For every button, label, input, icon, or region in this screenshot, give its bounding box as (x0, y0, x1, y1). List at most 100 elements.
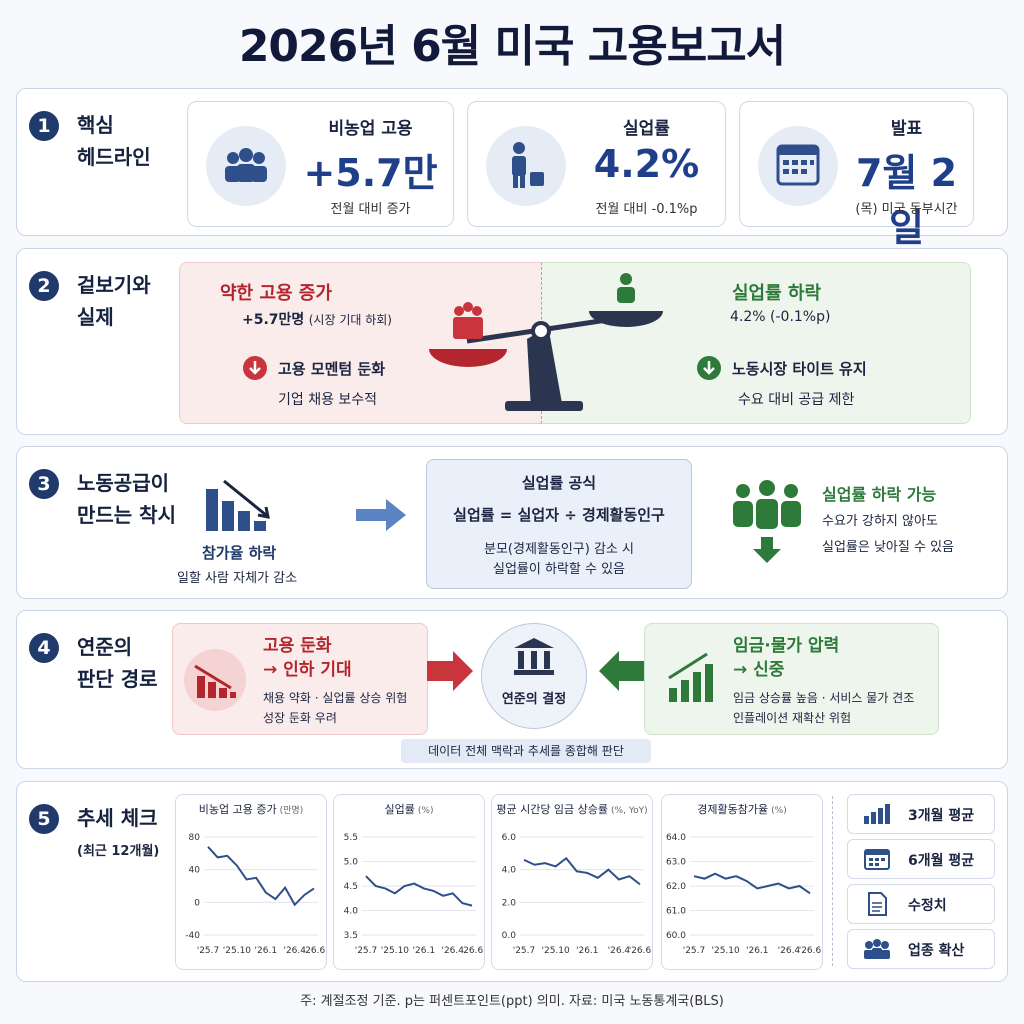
legend-label: 3개월 평균 (908, 808, 975, 824)
section-number: 5 (29, 804, 59, 834)
x-tick-label: '26.1 (746, 946, 769, 956)
section-label: 추세 체크 (77, 806, 158, 830)
x-tick-label: '26.1 (255, 946, 278, 956)
left-title: 참가율 하락 (202, 544, 277, 562)
panel-subnote: (시장 기대 하회) (308, 313, 392, 327)
headline-card: 실업률 4.2% 전월 대비 -0.1%p (467, 101, 726, 227)
section-number: 2 (29, 271, 59, 301)
legend-item[interactable]: 6개월 평균 (847, 839, 995, 879)
title-text: 경제활동참가율 (697, 802, 768, 816)
y-tick-label: 80 (189, 833, 201, 843)
card-value: 7월 2일 (855, 151, 958, 250)
box-note: 채용 약화 · 실업률 상승 위험 (263, 691, 408, 705)
section-trend: 5 추세 체크 (최근 12개월) 비농업 고용 증가 (만명) 80 40 0 -40 '… (16, 781, 1008, 982)
x-tick-label: '25.7 (683, 946, 706, 956)
headline-card: 비농업 고용 +5.7만 전월 대비 증가 (187, 101, 454, 227)
footnote: 주: 계절조정 기준. p는 퍼센트포인트(ppt) 의미. 자료: 미국 노동… (300, 994, 724, 1009)
section-number: 4 (29, 633, 59, 663)
title-text: 비농업 고용 증가 (199, 803, 277, 816)
line-series (207, 846, 315, 907)
y-tick-label: 40 (189, 866, 201, 876)
bank-icon (514, 638, 554, 675)
line-chart: 경제활동참가율 (%) 64.0 63.0 62.0 61.0 60.0 '25.7 '25.1… (666, 802, 822, 956)
right-title: 실업률 하락 가능 (822, 485, 937, 504)
label-line: 실제 (77, 305, 114, 329)
y-tick-label: 2.0 (502, 898, 517, 908)
x-tick-label: '26.1 (413, 946, 436, 956)
y-tick-label: 6.0 (502, 833, 517, 843)
line-chart: 비농업 고용 증가 (만명) 80 40 0 -40 '25.7'25.10'26.1 '26… (185, 803, 326, 956)
legend-label: 수정치 (908, 898, 947, 914)
label-line: 헤드라인 (77, 145, 151, 169)
card-label: 실업률 (623, 119, 670, 139)
section-label: 연준의 판단 경로 (77, 631, 158, 695)
title-unit: (만명) (280, 805, 304, 816)
y-tick-label: 5.5 (344, 833, 358, 843)
x-tick-label: '25.10 (712, 946, 741, 956)
strong-panel: 실업률 하락 4.2% (-0.1%p) 노동시장 타이트 유지 수요 대비 공… (541, 262, 971, 424)
section-illusion: 3 노동공급이 만드는 착시 참가율 하락 일할 사람 자체가 감소 실업률 공식… (16, 446, 1008, 599)
fed-label: 연준의 결정 (501, 692, 567, 707)
label-line: 노동공급이 (77, 471, 169, 495)
chart-title: 실업률 (%) (385, 803, 434, 816)
card-value: +5.7만 (303, 151, 438, 195)
people-down-icon (733, 480, 801, 563)
section-label: 핵심 헤드라인 (77, 109, 151, 173)
headline-card: 발표 7월 2일 (목) 미국 동부시간 (739, 101, 974, 250)
line-chart: 실업률 (%) 5.5 5.0 4.5 4.0 3.5 '25.7'25.10'26.1 '26… (344, 803, 484, 956)
section-label: 겉보기와 실제 (77, 269, 151, 333)
formula-term: 실업자 (517, 506, 559, 524)
left-detail: 일할 사람 자체가 감소 (177, 571, 298, 586)
label-line: 연준의 (77, 635, 133, 659)
y-tick-label: 0.0 (502, 931, 517, 941)
panel-detail: 기업 채용 보수적 (278, 392, 378, 408)
chart-card: 평균 시간당 임금 상승률 (%, YoY) 6.0 4.0 2.0 0.0 '25.7 '2… (491, 794, 653, 970)
y-tick-label: 3.5 (344, 931, 358, 941)
x-tick-label: '26.4 (441, 946, 464, 956)
y-tick-label: 60.0 (666, 931, 686, 941)
panel-subnote: (-0.1%p) (770, 309, 831, 325)
panel-title: 약한 고용 증가 (220, 283, 332, 304)
x-tick-label: '26.6 (303, 946, 326, 956)
x-tick-label: '25.7 (513, 946, 536, 956)
y-tick-label: 61.0 (666, 907, 686, 917)
weak-panel: 약한 고용 증가 +5.7만명 (시장 기대 하회) 고용 모멘텀 둔화 기업 … (179, 262, 543, 424)
down-icon (697, 356, 721, 380)
right-note: 실업률은 낮아질 수 있음 (822, 540, 954, 555)
icon (758, 126, 838, 206)
x-tick-label: '26.6 (629, 946, 652, 956)
falling-bars-icon (184, 649, 246, 711)
box-title: 임금·물가 압력 (733, 636, 840, 656)
section-number: 1 (29, 111, 59, 141)
formula-title: 실업률 공식 (521, 474, 597, 492)
card-label: 발표 (890, 119, 923, 139)
card-note: 전월 대비 -0.1%p (595, 202, 698, 217)
label-line: 만드는 착시 (77, 503, 176, 527)
line-series (365, 875, 473, 907)
title-unit: (%) (771, 806, 787, 816)
down-icon (243, 356, 267, 380)
legend-label: 업종 확산 (908, 943, 965, 959)
formula-sign: ÷ (564, 506, 577, 524)
panel-subtitle: 4.2% (730, 309, 766, 325)
formula-note: 실업률이 하락할 수 있음 (493, 562, 625, 577)
arrow (427, 651, 473, 691)
right-note: 수요가 강하지 않아도 (822, 514, 938, 529)
x-tick-label: '25.7 (355, 946, 378, 956)
x-tick-label: '26.4 (608, 946, 631, 956)
card-note: (목) 미국 동부시간 (855, 202, 958, 217)
panel-title: 실업률 하락 (732, 283, 822, 304)
box-note: 임금 상승률 높음 · 서비스 물가 견조 (733, 691, 915, 705)
chart-title: 비농업 고용 증가 (만명) (199, 803, 303, 816)
card-note: 전월 대비 증가 (330, 202, 411, 217)
y-tick-label: 4.5 (344, 882, 358, 892)
legend-item[interactable]: 업종 확산 (847, 929, 995, 969)
card-label: 비농업 고용 (328, 119, 413, 139)
legend-item[interactable]: 3개월 평균 (847, 794, 995, 834)
arrow (599, 651, 645, 691)
chart-title: 평균 시간당 임금 상승률 (%, YoY) (496, 803, 647, 816)
legend-item[interactable]: 수정치 (847, 884, 995, 924)
title-text: 평균 시간당 임금 상승률 (496, 803, 608, 816)
